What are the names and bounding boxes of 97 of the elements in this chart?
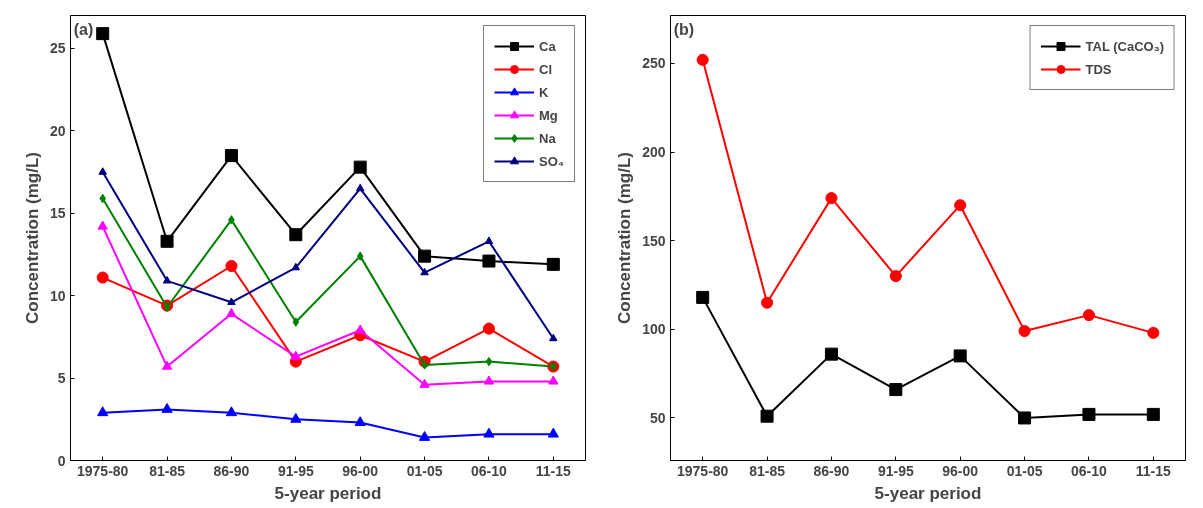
legend-label: K	[539, 84, 550, 100]
point	[482, 254, 496, 268]
point	[97, 406, 109, 417]
point	[291, 262, 301, 271]
point	[1147, 326, 1160, 339]
x-tick-label: 11-15	[1135, 462, 1172, 479]
point	[483, 427, 495, 438]
point	[356, 251, 364, 261]
point	[226, 307, 237, 317]
point	[96, 271, 109, 284]
point	[419, 378, 430, 388]
point	[289, 228, 303, 242]
point	[484, 236, 494, 244]
point	[160, 234, 174, 248]
point	[1018, 325, 1031, 338]
point	[548, 375, 559, 385]
point	[549, 333, 558, 342]
y-tick-label: 10	[49, 287, 66, 304]
point	[418, 431, 431, 441]
y-tick-label: 15	[49, 205, 66, 222]
y-tick-label: 50	[649, 409, 666, 426]
point	[1018, 411, 1032, 425]
chart-title: (b)	[673, 20, 695, 38]
x-tick-label: 11-15	[535, 462, 572, 479]
x-tick-label: 96-00	[942, 462, 979, 479]
y-tick-label: 0	[57, 452, 66, 469]
x-axis-title: 5-year period	[874, 483, 982, 503]
legend-label: SO₄	[539, 153, 564, 169]
point	[1082, 407, 1096, 421]
point	[353, 160, 367, 174]
x-tick-label: 96-00	[342, 462, 379, 479]
point	[418, 249, 432, 263]
legend-label: Cl	[539, 61, 553, 77]
x-tick-label: 06-10	[1071, 462, 1108, 479]
y-tick-label: 5	[57, 370, 66, 387]
y-axis-title: Concentration (mg/L)	[615, 152, 635, 324]
point	[227, 297, 236, 305]
point	[225, 406, 238, 417]
x-tick-label: 1975-80	[677, 462, 729, 479]
x-tick-label: 81-85	[749, 462, 786, 479]
point	[483, 375, 495, 385]
chart-title: (a)	[73, 20, 94, 38]
x-tick-label: 01-05	[1006, 462, 1043, 479]
y-axis-title: Concentration (mg/L)	[22, 152, 42, 324]
legend-label: Na	[539, 130, 557, 146]
x-tick-label: 81-85	[149, 462, 186, 479]
point	[98, 167, 107, 175]
point	[760, 409, 774, 423]
x-tick-label: 91-95	[877, 462, 914, 479]
point	[482, 322, 495, 335]
point	[761, 296, 774, 309]
point	[225, 259, 238, 273]
x-tick-label: 06-10	[471, 462, 508, 479]
x-tick-label: 01-05	[406, 462, 443, 479]
point	[420, 267, 429, 276]
point	[696, 53, 709, 66]
point	[161, 360, 173, 370]
legend-label: Ca	[539, 38, 557, 54]
y-tick-label: 200	[642, 144, 666, 161]
point	[1146, 407, 1160, 421]
point	[355, 324, 366, 334]
legend-label: Mg	[539, 107, 559, 123]
point	[162, 276, 172, 284]
x-tick-label: 86-90	[213, 462, 250, 479]
point	[696, 290, 710, 304]
legend-label: TAL (CaCO₃)	[1085, 38, 1164, 54]
point	[1082, 309, 1095, 322]
x-tick-label: 86-90	[813, 462, 850, 479]
point	[889, 383, 903, 397]
point	[354, 416, 366, 427]
point	[355, 183, 365, 192]
point	[290, 412, 302, 423]
point	[546, 257, 560, 271]
x-axis-title: 5-year period	[274, 483, 382, 503]
y-tick-label: 20	[49, 122, 66, 139]
point	[889, 270, 902, 283]
point	[224, 149, 238, 163]
y-tick-label: 250	[642, 55, 666, 72]
point	[953, 349, 967, 363]
legend-label: TDS	[1085, 61, 1112, 77]
point	[954, 199, 967, 212]
point	[292, 317, 300, 327]
point	[97, 220, 108, 230]
point	[228, 215, 235, 225]
y-tick-label: 150	[642, 232, 666, 249]
point	[421, 360, 428, 370]
y-tick-label: 100	[642, 321, 666, 338]
point	[161, 403, 173, 413]
x-tick-label: 1975-80	[77, 462, 129, 479]
x-tick-label: 91-95	[277, 462, 314, 479]
y-tick-label: 25	[49, 40, 66, 57]
point	[290, 350, 301, 360]
point	[824, 347, 838, 361]
point	[485, 356, 493, 367]
point	[825, 192, 838, 205]
point	[96, 27, 110, 41]
point	[547, 427, 559, 438]
